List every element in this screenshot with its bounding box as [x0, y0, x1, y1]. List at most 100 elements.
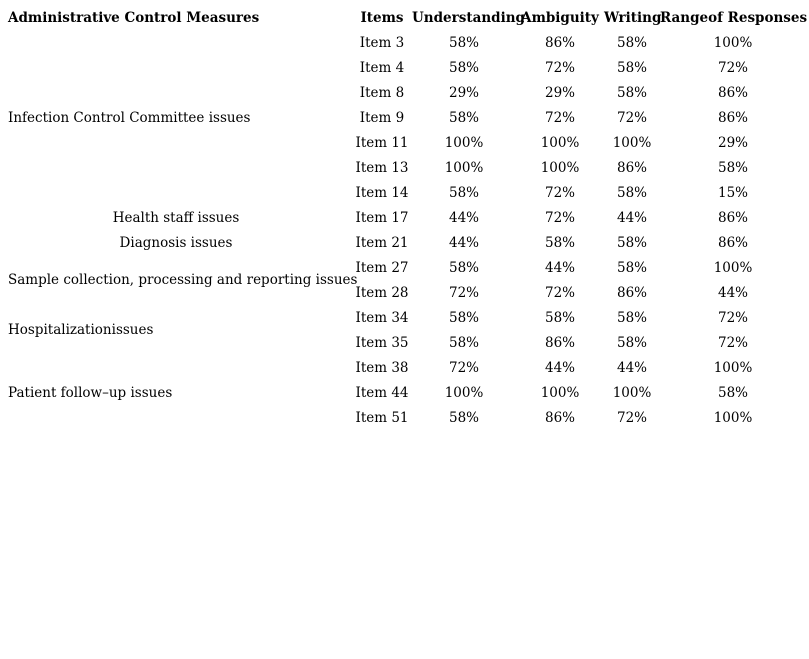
item-cell: Item 3	[359, 34, 405, 51]
understanding-cell: 100%	[444, 134, 484, 151]
ambiguity-cell: 29%	[544, 84, 575, 101]
writing-cell: 58%	[616, 59, 647, 76]
understanding-cell: 72%	[448, 284, 479, 301]
writing-cell: 44%	[616, 209, 647, 226]
understanding-cell: 100%	[444, 159, 484, 176]
range-cell: 58%	[717, 384, 748, 401]
writing-cell: 100%	[612, 134, 652, 151]
item-cell: Item 27	[355, 259, 409, 276]
ambiguity-cell: 58%	[544, 309, 575, 326]
range-cell: 86%	[717, 109, 748, 126]
range-cell: 58%	[717, 159, 748, 176]
item-cell: Item 8	[359, 84, 405, 101]
table-row: Patient follow–up issues Item 38 72% 44% 44%…	[0, 355, 806, 401]
measure-group-cell: Sample collection, processing and report…	[8, 272, 358, 288]
understanding-cell: 58%	[448, 59, 479, 76]
item-cell: Item 11	[355, 134, 409, 151]
understanding-cell: 58%	[448, 409, 479, 426]
table-row: Item 35 58% 86% 58% 72%	[0, 330, 806, 355]
writing-cell: 58%	[616, 259, 647, 276]
writing-cell: 72%	[616, 109, 647, 126]
range-cell: 72%	[717, 334, 748, 351]
ambiguity-cell: 72%	[544, 184, 575, 201]
table-row: Item 9 58% 72% 72% 86%	[0, 105, 806, 130]
table-row: Item 11 100% 100% 100% 29%	[0, 130, 806, 155]
item-cell: Item 13	[355, 159, 409, 176]
table-row: Item 44 100% 100% 100% 58%	[0, 380, 806, 405]
measure-group-cell: Hospitalizationissues	[8, 322, 154, 338]
measure-group-cell: Infection Control Committee issues	[8, 109, 251, 126]
range-cell: 86%	[717, 209, 748, 226]
writing-cell: 86%	[616, 159, 647, 176]
header-measures: Administrative Control Measures	[8, 9, 260, 26]
table-row: Item 51 58% 86% 72% 100%	[0, 405, 806, 430]
understanding-cell: 44%	[448, 234, 479, 251]
header-writing: Writing	[604, 9, 662, 26]
range-cell: 15%	[717, 184, 748, 201]
table-body: Infection Control Committee issues Item 3…	[0, 30, 806, 430]
table-row: Item 13 100% 100% 86% 58%	[0, 155, 806, 180]
item-cell: Item 17	[355, 209, 409, 226]
writing-cell: 58%	[616, 309, 647, 326]
item-cell: Item 51	[355, 409, 409, 426]
writing-cell: 58%	[616, 334, 647, 351]
measure-group-cell: Health staff issues	[112, 209, 240, 226]
range-cell: 100%	[713, 259, 753, 276]
measure-group-cell: Diagnosis issues	[119, 234, 233, 251]
understanding-cell: 72%	[448, 359, 479, 376]
understanding-cell: 100%	[444, 384, 484, 401]
table-row: Health staff issues Item 17 44% 72% 44% 86%	[0, 205, 806, 230]
understanding-cell: 58%	[448, 259, 479, 276]
header-ambiguity: Ambiguity	[521, 9, 599, 26]
ambiguity-cell: 100%	[540, 384, 580, 401]
understanding-cell: 58%	[448, 184, 479, 201]
range-cell: 44%	[717, 284, 748, 301]
ambiguity-cell: 72%	[544, 109, 575, 126]
range-cell: 72%	[717, 59, 748, 76]
understanding-cell: 44%	[448, 209, 479, 226]
header-understanding: Understanding	[412, 9, 525, 26]
ambiguity-cell: 72%	[544, 59, 575, 76]
item-cell: Item 38	[355, 359, 409, 376]
understanding-cell: 58%	[448, 109, 479, 126]
table-row: Item 14 58% 72% 58% 15%	[0, 180, 806, 205]
item-cell: Item 9	[359, 109, 405, 126]
range-cell: 86%	[717, 84, 748, 101]
writing-cell: 72%	[616, 409, 647, 426]
table-row: Item 8 29% 29% 58% 86%	[0, 80, 806, 105]
measure-group-cell: Patient follow–up issues	[8, 384, 173, 401]
writing-cell: 100%	[612, 384, 652, 401]
item-cell: Item 44	[355, 384, 409, 401]
table-row: Hospitalizationissues Item 34 58% 58% 58% 72%	[0, 305, 806, 339]
writing-cell: 58%	[616, 34, 647, 51]
item-cell: Item 4	[359, 59, 405, 76]
ambiguity-cell: 72%	[544, 209, 575, 226]
writing-cell: 58%	[616, 184, 647, 201]
writing-cell: 86%	[616, 284, 647, 301]
range-cell: 100%	[713, 34, 753, 51]
understanding-cell: 58%	[448, 334, 479, 351]
range-cell: 100%	[713, 409, 753, 426]
understanding-cell: 29%	[448, 84, 479, 101]
writing-cell: 44%	[616, 359, 647, 376]
understanding-cell: 58%	[448, 34, 479, 51]
item-cell: Item 28	[355, 284, 409, 301]
ambiguity-cell: 86%	[544, 34, 575, 51]
range-cell: 72%	[717, 309, 748, 326]
item-cell: Item 21	[355, 234, 409, 251]
header-items: Items	[360, 9, 404, 26]
ambiguity-cell: 72%	[544, 284, 575, 301]
range-cell: 100%	[713, 359, 753, 376]
range-cell: 29%	[717, 134, 748, 151]
writing-cell: 58%	[616, 84, 647, 101]
table-row: Infection Control Committee issues Item 3…	[0, 30, 806, 126]
writing-cell: 58%	[616, 234, 647, 251]
table-row: Item 4 58% 72% 58% 72%	[0, 55, 806, 80]
ambiguity-cell: 86%	[544, 334, 575, 351]
ambiguity-cell: 100%	[540, 134, 580, 151]
ambiguity-cell: 58%	[544, 234, 575, 251]
header-range: Rangeof Responses	[660, 9, 808, 26]
item-cell: Item 34	[355, 309, 409, 326]
ambiguity-cell: 86%	[544, 409, 575, 426]
ambiguity-cell: 100%	[540, 159, 580, 176]
